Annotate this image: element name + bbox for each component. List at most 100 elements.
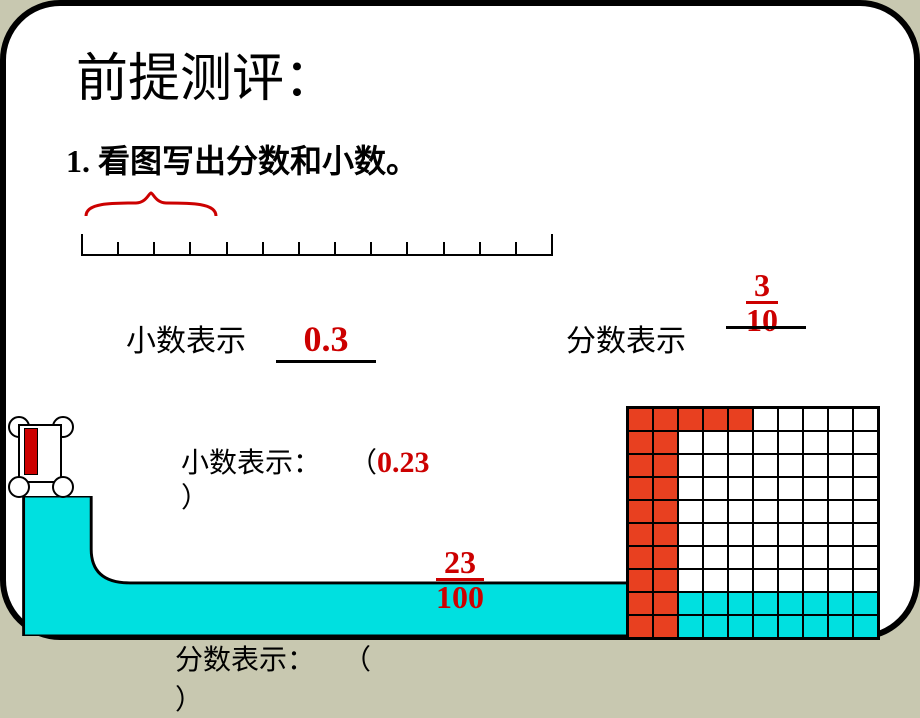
grid-cell xyxy=(778,546,803,569)
row2-decimal: 小数表示： （0.23 xyxy=(181,441,430,481)
grid-cell xyxy=(678,592,703,615)
grid-cell xyxy=(728,408,753,431)
grid-cell xyxy=(853,477,878,500)
grid-cell xyxy=(803,477,828,500)
grid-cell xyxy=(828,431,853,454)
grid-cell xyxy=(728,477,753,500)
tick xyxy=(370,242,372,256)
grid-cell xyxy=(828,523,853,546)
number-line xyxy=(81,236,551,256)
grid-cell xyxy=(828,569,853,592)
grid-cell xyxy=(778,454,803,477)
tick xyxy=(515,242,517,256)
fraction-label-1: 分数表示 xyxy=(566,316,686,360)
fraction-2-denominator: 100 xyxy=(436,581,484,613)
row2-fraction-label-group: 分数表示： （ ） xyxy=(175,638,371,718)
question-1-text: 1. 看图写出分数和小数。 xyxy=(66,136,418,182)
grid-cell xyxy=(753,569,778,592)
grid-cell xyxy=(678,408,703,431)
grid-cell xyxy=(628,500,653,523)
grid-cell xyxy=(753,454,778,477)
grid-cell xyxy=(853,523,878,546)
grid-cell xyxy=(628,523,653,546)
grid-cell xyxy=(653,615,678,638)
grid-cell xyxy=(703,431,728,454)
tick xyxy=(298,242,300,256)
slide-title: 前提测评： xyxy=(76,36,336,111)
fraction-label-2: 分数表示： xyxy=(175,645,315,676)
grid-cell xyxy=(778,523,803,546)
grid-cell xyxy=(653,523,678,546)
grid-cell xyxy=(828,546,853,569)
grid-cell xyxy=(828,500,853,523)
grid-cell xyxy=(753,592,778,615)
grid-cell xyxy=(778,615,803,638)
tick xyxy=(189,242,191,256)
close-paren-1: ） xyxy=(181,476,209,516)
grid-cell xyxy=(678,546,703,569)
tick xyxy=(81,234,83,256)
brace-icon xyxy=(81,191,221,221)
decimal-answer-1-underline: 0.3 xyxy=(276,318,376,363)
tick xyxy=(443,242,445,256)
grid-cell xyxy=(828,615,853,638)
grid-cell xyxy=(628,477,653,500)
grid-cell xyxy=(853,408,878,431)
grid-cell xyxy=(703,523,728,546)
grid-cell xyxy=(803,546,828,569)
grid-cell xyxy=(853,454,878,477)
fraction-2-numerator: 23 xyxy=(436,546,484,581)
grid-cell xyxy=(728,546,753,569)
grid-cell xyxy=(628,408,653,431)
grid-cell xyxy=(753,615,778,638)
grid-cell xyxy=(628,546,653,569)
grid-cell xyxy=(778,431,803,454)
grid-cell xyxy=(703,615,728,638)
decimal-answer-2: 0.23 xyxy=(377,446,430,479)
fraction-1-underline xyxy=(726,326,806,329)
grid-cell xyxy=(778,569,803,592)
grid-cell xyxy=(853,500,878,523)
slide-frame: 前提测评： 1. 看图写出分数和小数。 小数表示 0.3 分数表示 3 10 小… xyxy=(0,0,920,640)
grid-cell xyxy=(753,477,778,500)
grid-cell xyxy=(803,615,828,638)
grid-cell xyxy=(728,592,753,615)
grid-cell xyxy=(753,546,778,569)
grid-cell xyxy=(778,408,803,431)
grid-cell xyxy=(703,454,728,477)
decimal-answer-1: 0.3 xyxy=(304,319,349,359)
decimal-label-2: 小数表示： xyxy=(181,448,321,479)
grid-cell xyxy=(653,408,678,431)
grid-cell xyxy=(778,477,803,500)
grid-cell xyxy=(728,454,753,477)
grid-cell xyxy=(653,592,678,615)
grid-cell xyxy=(853,431,878,454)
grid-cell xyxy=(678,569,703,592)
grid-cell xyxy=(753,431,778,454)
grid-cell xyxy=(803,592,828,615)
grid-cell xyxy=(703,569,728,592)
grid-cell xyxy=(803,500,828,523)
grid-cell xyxy=(628,615,653,638)
grid-cell xyxy=(728,500,753,523)
grid-cell xyxy=(703,500,728,523)
open-paren-1: （ xyxy=(349,448,377,479)
grid-cell xyxy=(678,523,703,546)
grid-cell xyxy=(728,615,753,638)
grid-cell xyxy=(678,454,703,477)
grid-cell xyxy=(853,569,878,592)
grid-cell xyxy=(753,408,778,431)
fraction-1-numerator: 3 xyxy=(746,269,778,304)
grid-cell xyxy=(678,615,703,638)
fraction-answer-2: 23 100 xyxy=(436,546,484,613)
grid-cell xyxy=(828,408,853,431)
grid-cell xyxy=(803,431,828,454)
grid-cell xyxy=(628,592,653,615)
grid-cell xyxy=(778,500,803,523)
grid-cell xyxy=(828,454,853,477)
grid-cell xyxy=(753,523,778,546)
grid-cell xyxy=(653,569,678,592)
grid-cell xyxy=(703,477,728,500)
grid-cell xyxy=(678,431,703,454)
hundred-grid xyxy=(626,406,880,640)
